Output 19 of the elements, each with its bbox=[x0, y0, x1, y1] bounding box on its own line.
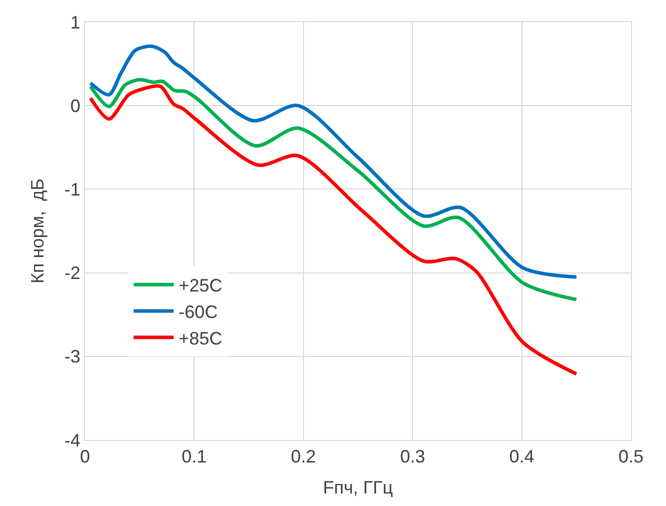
legend-label: +85C bbox=[178, 328, 222, 348]
x-tick-label: 0.4 bbox=[509, 446, 534, 467]
y-tick-label: -3 bbox=[64, 346, 80, 367]
y-tick-label: -2 bbox=[64, 263, 80, 284]
x-tick-label: 0.1 bbox=[182, 446, 207, 467]
line-series bbox=[88, 78, 578, 302]
y-tick-label: -1 bbox=[64, 180, 80, 200]
x-axis-title: Fпч, ГГц bbox=[323, 478, 393, 498]
legend-label: +25C bbox=[178, 276, 222, 296]
y-tick-label: 1 bbox=[70, 12, 80, 32]
y-tick-label: -4 bbox=[64, 430, 80, 450]
x-tick-label: 0.3 bbox=[400, 446, 426, 467]
legend-label: -60C bbox=[178, 302, 218, 322]
line-series bbox=[88, 44, 578, 279]
y-tick-label: 0 bbox=[70, 96, 80, 116]
line-series bbox=[88, 84, 578, 376]
y-axis-title: Кп норм, дБ bbox=[28, 178, 48, 284]
x-tick-label: 0.2 bbox=[290, 446, 316, 467]
x-tick-label: 0.5 bbox=[618, 446, 644, 467]
